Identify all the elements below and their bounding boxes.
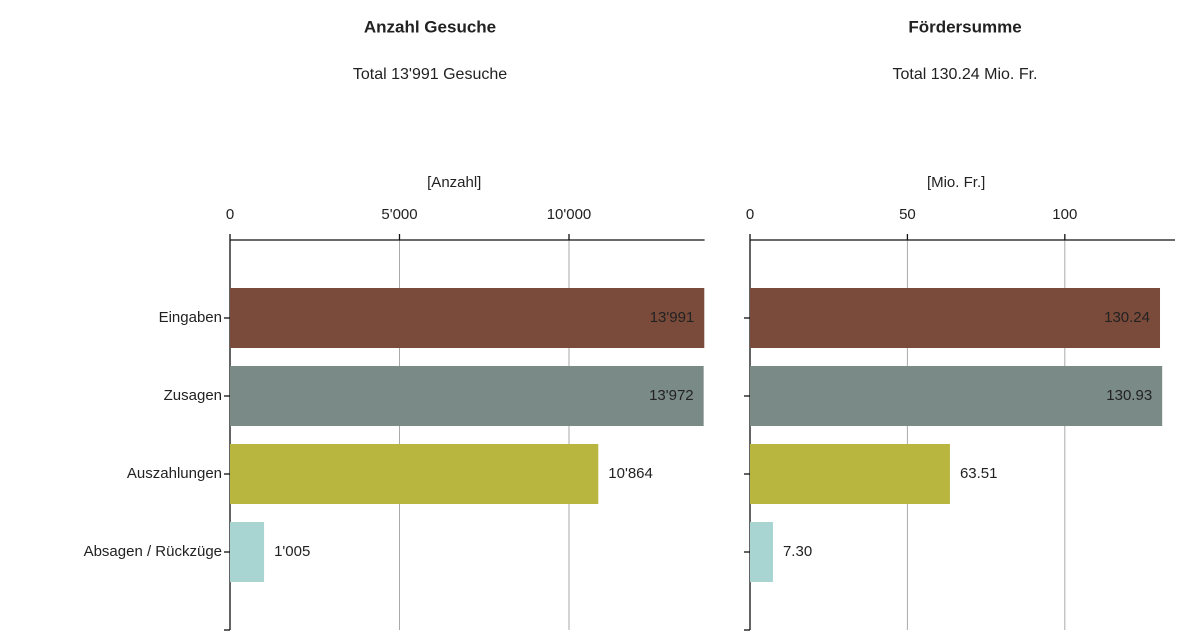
chart-subtitle: Total 130.24 Mio. Fr. bbox=[893, 66, 1038, 83]
x-axis-label: [Mio. Fr.] bbox=[927, 174, 985, 191]
x-tick-label: 10'000 bbox=[547, 206, 592, 223]
chart-subtitle: Total 13'991 Gesuche bbox=[353, 66, 507, 83]
bar bbox=[750, 288, 1161, 348]
x-axis-label: [Anzahl] bbox=[427, 174, 481, 191]
value-label: 7.30 bbox=[783, 543, 812, 560]
bar bbox=[230, 444, 599, 504]
chart-title: Anzahl Gesuche bbox=[364, 17, 496, 36]
bar bbox=[230, 288, 705, 348]
value-label: 13'972 bbox=[649, 387, 694, 404]
bar bbox=[230, 366, 704, 426]
x-tick-label: 100 bbox=[1052, 206, 1077, 223]
value-label: 130.93 bbox=[1106, 387, 1152, 404]
bar bbox=[750, 444, 950, 504]
x-tick-label: 0 bbox=[226, 206, 234, 223]
chart-title: Fördersumme bbox=[908, 17, 1021, 36]
y-tick-label: Zusagen bbox=[164, 387, 222, 404]
value-label: 1'005 bbox=[274, 543, 310, 560]
value-label: 63.51 bbox=[960, 465, 998, 482]
bar bbox=[230, 522, 265, 582]
value-label: 130.24 bbox=[1104, 309, 1150, 326]
x-tick-label: 5'000 bbox=[381, 206, 417, 223]
bar bbox=[750, 522, 773, 582]
x-tick-label: 50 bbox=[899, 206, 916, 223]
value-label: 10'864 bbox=[608, 465, 653, 482]
y-tick-label: Auszahlungen bbox=[127, 465, 222, 482]
y-tick-label: Eingaben bbox=[159, 309, 222, 326]
value-label: 13'991 bbox=[650, 309, 695, 326]
y-tick-label: Absagen / Rückzüge bbox=[84, 543, 222, 560]
x-tick-label: 0 bbox=[746, 206, 754, 223]
bar bbox=[750, 366, 1163, 426]
